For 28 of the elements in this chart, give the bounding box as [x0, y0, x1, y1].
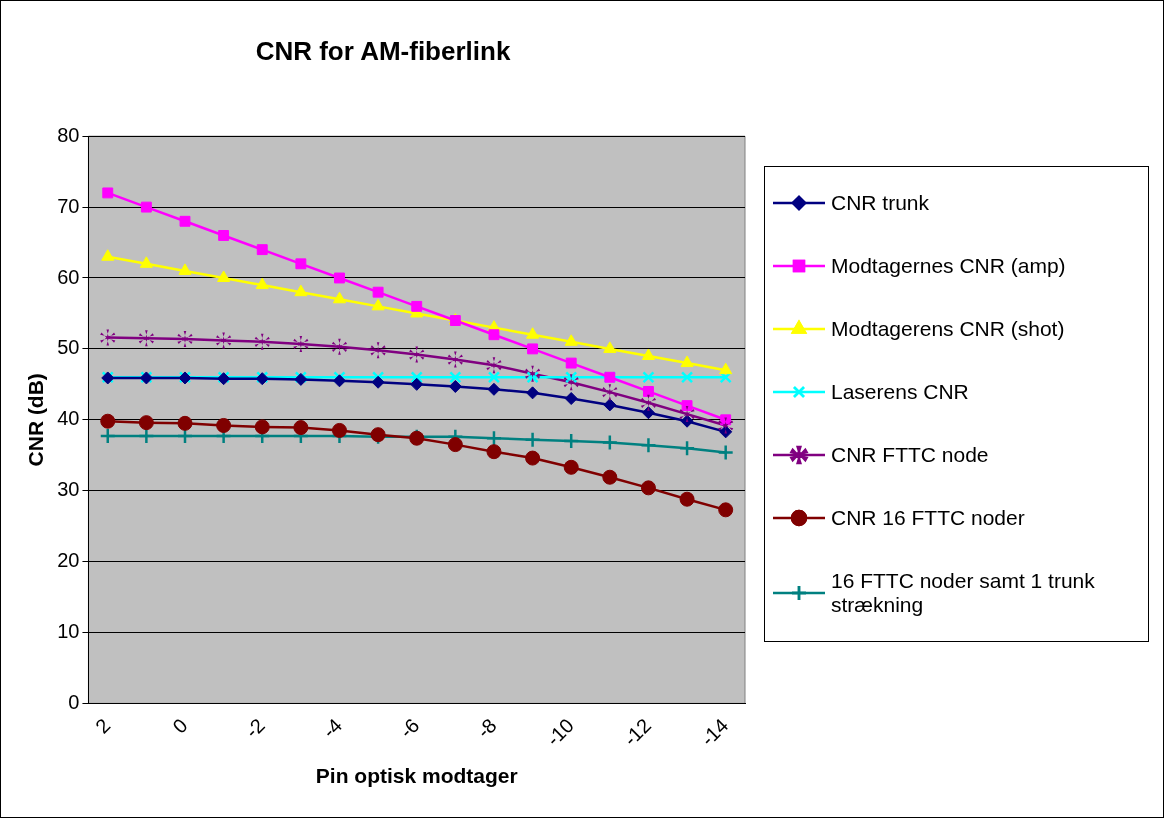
- x-tick-label: -14: [696, 714, 733, 751]
- y-tick-label: 60: [57, 265, 80, 288]
- y-tick-label: 30: [57, 478, 80, 501]
- y-tick-label: 10: [57, 620, 80, 643]
- x-tick-label: -12: [619, 714, 656, 751]
- x-tick-label: -10: [541, 714, 578, 751]
- x-tick-label: -4: [318, 714, 347, 743]
- x-axis-title: Pin optisk modtager: [315, 764, 518, 788]
- legend-label: CNR 16 FTTC noder: [831, 506, 1025, 531]
- y-tick-label: 0: [68, 690, 80, 713]
- y-tick-label: 80: [57, 123, 80, 146]
- legend-label: 16 FTTC noder samt 1 trunk strækning: [831, 569, 1096, 618]
- legend-label: Laserens CNR: [831, 379, 969, 404]
- y-axis-title: CNR (dB): [24, 373, 48, 467]
- y-tick-label: 20: [57, 549, 80, 572]
- x-tick-label: 2: [91, 714, 115, 738]
- chart-title: CNR for AM-fiberlink: [255, 35, 511, 66]
- x-tick-label: -6: [395, 714, 424, 743]
- x-tick-label: -2: [240, 714, 269, 743]
- x-tick-label: 0: [168, 714, 192, 738]
- y-tick-label: 50: [57, 336, 80, 359]
- y-tick-label: 40: [57, 407, 80, 430]
- x-tick-label: -8: [472, 714, 501, 743]
- legend-label: Modtagernes CNR (amp): [831, 253, 1066, 278]
- legend-label: CNR trunk: [831, 190, 930, 215]
- legend-label: Modtagerens CNR (shot): [831, 316, 1065, 341]
- legend-label: CNR FTTC node: [831, 443, 989, 468]
- y-tick-label: 70: [57, 194, 80, 217]
